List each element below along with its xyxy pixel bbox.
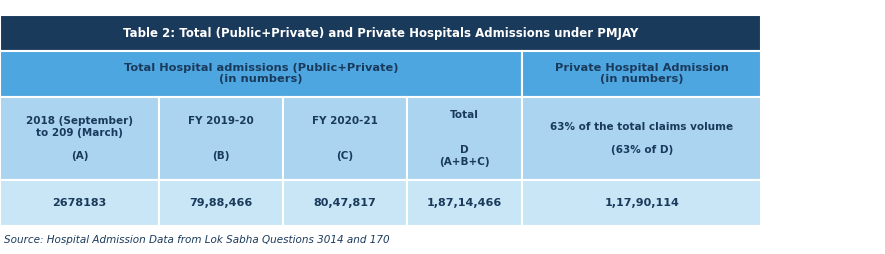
Bar [0,180,159,226]
Text: Total


D
(A+B+C): Total D (A+B+C) [439,110,490,167]
Text: Table 2: Total (Public+Private) and Private Hospitals Admissions under PMJAY: Table 2: Total (Public+Private) and Priv… [123,26,638,40]
Text: 80,47,817: 80,47,817 [314,198,376,208]
Bar [283,97,407,180]
Bar [522,97,761,180]
Bar [0,226,761,254]
Text: FY 2019-20


(B): FY 2019-20 (B) [189,116,254,161]
Text: 79,88,466: 79,88,466 [189,198,253,208]
Text: Total Hospital admissions (Public+Private)
(in numbers): Total Hospital admissions (Public+Privat… [124,63,398,85]
Text: 2678183: 2678183 [52,198,107,208]
Bar [0,97,159,180]
Bar [283,180,407,226]
Bar [159,180,283,226]
Text: 1,87,14,466: 1,87,14,466 [427,198,503,208]
Bar [522,180,761,226]
Text: Source: Hospital Admission Data from Lok Sabha Questions 3014 and 170: Source: Hospital Admission Data from Lok… [4,235,390,245]
Text: FY 2020-21


(C): FY 2020-21 (C) [312,116,378,161]
Bar [0,15,761,51]
Text: 63% of the total claims volume

(63% of D): 63% of the total claims volume (63% of D… [550,122,733,155]
Text: 1,17,90,114: 1,17,90,114 [604,198,679,208]
Bar [522,51,761,97]
Text: Private Hospital Admission
(in numbers): Private Hospital Admission (in numbers) [555,63,728,85]
Bar [407,97,522,180]
Bar [407,180,522,226]
Bar [0,51,522,97]
Text: 2018 (September)
to 209 (March)

(A): 2018 (September) to 209 (March) (A) [27,116,133,161]
Bar [159,97,283,180]
